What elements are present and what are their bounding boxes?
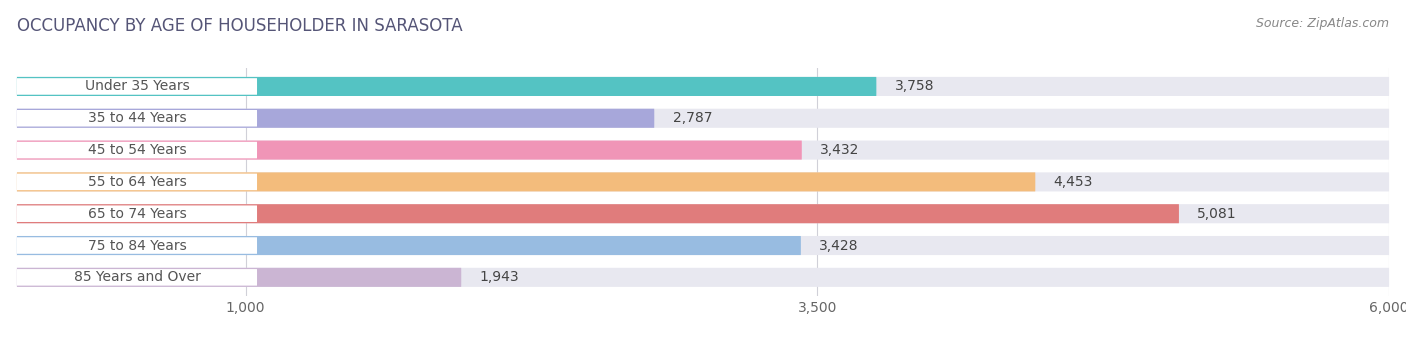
FancyBboxPatch shape: [17, 204, 1389, 223]
Text: 35 to 44 Years: 35 to 44 Years: [87, 111, 186, 125]
Text: 85 Years and Over: 85 Years and Over: [73, 270, 201, 284]
Text: 3,428: 3,428: [820, 239, 859, 253]
Text: 2,787: 2,787: [672, 111, 711, 125]
Text: OCCUPANCY BY AGE OF HOUSEHOLDER IN SARASOTA: OCCUPANCY BY AGE OF HOUSEHOLDER IN SARAS…: [17, 17, 463, 35]
FancyBboxPatch shape: [17, 269, 257, 286]
Text: 4,453: 4,453: [1053, 175, 1092, 189]
FancyBboxPatch shape: [17, 236, 801, 255]
FancyBboxPatch shape: [17, 172, 1035, 191]
FancyBboxPatch shape: [17, 142, 257, 158]
FancyBboxPatch shape: [17, 78, 257, 95]
FancyBboxPatch shape: [17, 174, 257, 190]
Text: 3,758: 3,758: [894, 80, 934, 94]
FancyBboxPatch shape: [17, 110, 257, 126]
Text: 55 to 64 Years: 55 to 64 Years: [87, 175, 187, 189]
FancyBboxPatch shape: [17, 205, 257, 222]
FancyBboxPatch shape: [17, 204, 1180, 223]
Text: Under 35 Years: Under 35 Years: [84, 80, 190, 94]
Text: Source: ZipAtlas.com: Source: ZipAtlas.com: [1256, 17, 1389, 30]
FancyBboxPatch shape: [17, 237, 257, 254]
FancyBboxPatch shape: [17, 268, 1389, 287]
FancyBboxPatch shape: [17, 109, 654, 128]
Text: 3,432: 3,432: [820, 143, 859, 157]
FancyBboxPatch shape: [17, 172, 1389, 191]
Text: 5,081: 5,081: [1198, 207, 1237, 221]
FancyBboxPatch shape: [17, 140, 801, 159]
Text: 1,943: 1,943: [479, 270, 519, 284]
FancyBboxPatch shape: [17, 268, 461, 287]
FancyBboxPatch shape: [17, 77, 876, 96]
FancyBboxPatch shape: [17, 236, 1389, 255]
Text: 75 to 84 Years: 75 to 84 Years: [87, 239, 187, 253]
FancyBboxPatch shape: [17, 77, 1389, 96]
FancyBboxPatch shape: [17, 140, 1389, 159]
Text: 65 to 74 Years: 65 to 74 Years: [87, 207, 187, 221]
FancyBboxPatch shape: [17, 109, 1389, 128]
Text: 45 to 54 Years: 45 to 54 Years: [87, 143, 186, 157]
